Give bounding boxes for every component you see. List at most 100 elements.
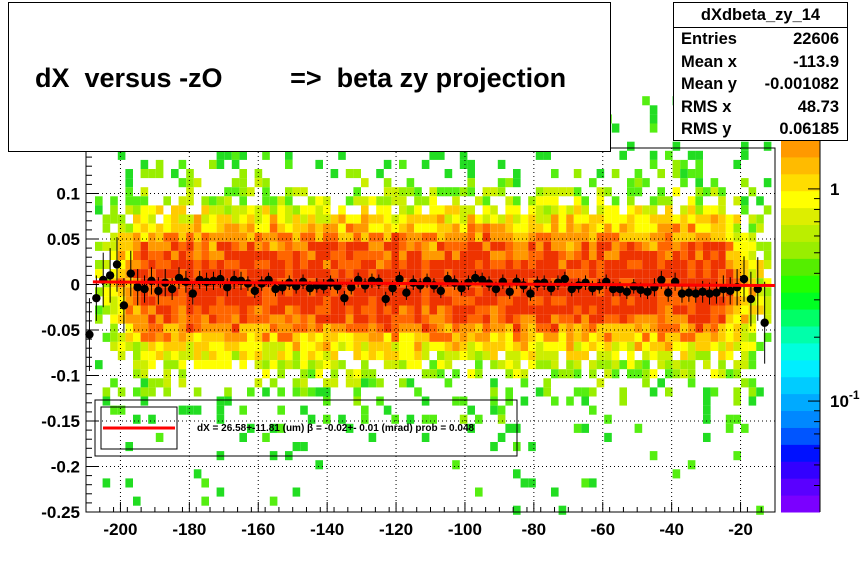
heatmap-cell bbox=[543, 323, 551, 333]
heatmap-cell bbox=[345, 223, 354, 233]
heatmap-cell bbox=[133, 269, 141, 279]
heatmap-cell bbox=[649, 114, 658, 124]
heatmap-cell bbox=[490, 360, 498, 370]
heatmap-cell bbox=[163, 332, 171, 342]
heatmap-cell bbox=[475, 223, 483, 233]
heatmap-cell bbox=[596, 323, 605, 333]
heatmap-cell bbox=[110, 196, 118, 206]
heatmap-cell bbox=[133, 260, 141, 270]
heatmap-cell bbox=[475, 196, 483, 206]
heatmap-cell bbox=[520, 369, 529, 379]
profile-point bbox=[657, 275, 666, 285]
colorbar-segment bbox=[781, 190, 820, 209]
heatmap-cell bbox=[482, 314, 491, 324]
heatmap-cell bbox=[627, 332, 635, 342]
heatmap-cell bbox=[756, 269, 764, 279]
heatmap-cell bbox=[391, 314, 399, 324]
heatmap-cell bbox=[459, 287, 468, 297]
heatmap-cell bbox=[414, 332, 422, 342]
heatmap-cell bbox=[330, 214, 339, 224]
heatmap-cell bbox=[459, 241, 468, 251]
heatmap-cell bbox=[619, 296, 627, 306]
heatmap-cell bbox=[467, 314, 475, 324]
stats-label: Mean x bbox=[681, 52, 737, 71]
heatmap-cell bbox=[216, 414, 225, 424]
heatmap-cell bbox=[520, 269, 529, 279]
heatmap-cell bbox=[543, 351, 551, 361]
heatmap-cell bbox=[520, 223, 529, 233]
heatmap-cell bbox=[323, 332, 331, 342]
profile-point bbox=[133, 283, 142, 292]
heatmap-cell bbox=[353, 387, 361, 397]
heatmap-cell bbox=[611, 260, 620, 270]
heatmap-cell bbox=[642, 232, 650, 242]
heatmap-cell bbox=[619, 323, 627, 333]
heatmap-cell bbox=[710, 296, 719, 306]
heatmap-cell bbox=[186, 232, 194, 242]
heatmap-cell bbox=[209, 287, 217, 297]
heatmap-cell bbox=[376, 196, 384, 206]
heatmap-cell bbox=[102, 214, 111, 224]
heatmap-cell bbox=[581, 241, 589, 251]
heatmap-cell bbox=[292, 351, 301, 361]
heatmap-cell bbox=[209, 260, 217, 270]
heatmap-cell bbox=[368, 214, 377, 224]
heatmap-cell bbox=[125, 332, 133, 342]
heatmap-cell bbox=[748, 287, 757, 297]
heatmap-cell bbox=[695, 269, 703, 279]
heatmap-cell bbox=[596, 351, 605, 361]
heatmap-cell bbox=[444, 378, 453, 388]
heatmap-cell bbox=[520, 241, 529, 251]
heatmap-cell bbox=[140, 169, 149, 179]
heatmap-cell bbox=[125, 196, 133, 206]
heatmap-cell bbox=[345, 269, 354, 279]
heatmap-cell bbox=[680, 341, 688, 351]
heatmap-cell bbox=[148, 223, 156, 233]
heatmap-cell bbox=[140, 159, 149, 169]
heatmap-cell bbox=[687, 305, 696, 315]
heatmap-cell bbox=[399, 187, 407, 197]
heatmap-cell bbox=[604, 296, 612, 306]
heatmap-cell bbox=[756, 196, 764, 206]
heatmap-cell bbox=[247, 323, 255, 333]
heatmap-cell bbox=[611, 196, 620, 206]
heatmap-cell bbox=[573, 351, 582, 361]
heatmap-cell bbox=[307, 369, 316, 379]
heatmap-cell bbox=[345, 260, 354, 270]
heatmap-cell bbox=[414, 250, 422, 260]
heatmap-cell bbox=[239, 405, 247, 415]
heatmap-cell bbox=[429, 287, 437, 297]
heatmap-cell bbox=[292, 387, 301, 397]
heatmap-cell bbox=[535, 351, 544, 361]
heatmap-cell bbox=[710, 314, 719, 324]
heatmap-cell bbox=[155, 223, 164, 233]
heatmap-cell bbox=[209, 305, 217, 315]
heatmap-cell bbox=[505, 260, 513, 270]
heatmap-cell bbox=[657, 296, 665, 306]
colorbar-label: 10-1 bbox=[830, 388, 860, 411]
heatmap-cell bbox=[672, 314, 681, 324]
heatmap-cell bbox=[490, 396, 498, 406]
heatmap-cell bbox=[748, 351, 757, 361]
heatmap-cell bbox=[535, 241, 544, 251]
heatmap-cell bbox=[376, 332, 384, 342]
heatmap-cell bbox=[627, 269, 635, 279]
heatmap-cell bbox=[254, 341, 263, 351]
heatmap-cell bbox=[748, 278, 757, 288]
heatmap-cell bbox=[110, 341, 118, 351]
heatmap-cell bbox=[133, 296, 141, 306]
heatmap-cell bbox=[558, 260, 567, 270]
heatmap-cell bbox=[665, 387, 673, 397]
heatmap-cell bbox=[611, 360, 620, 370]
heatmap-cell bbox=[444, 287, 453, 297]
heatmap-cell bbox=[292, 214, 301, 224]
heatmap-cell bbox=[543, 378, 551, 388]
heatmap-cell bbox=[513, 260, 521, 270]
heatmap-cell bbox=[178, 323, 187, 333]
heatmap-cell bbox=[254, 269, 263, 279]
heatmap-cell bbox=[513, 296, 521, 306]
heatmap-cell bbox=[589, 178, 597, 188]
heatmap-cell bbox=[573, 214, 582, 224]
heatmap-cell bbox=[581, 223, 589, 233]
profile-point bbox=[705, 289, 714, 298]
